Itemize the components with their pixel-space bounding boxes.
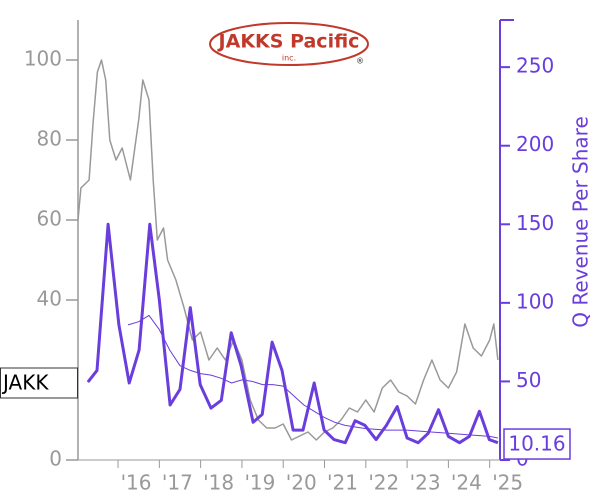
y2-tick-label: 150 xyxy=(516,211,554,235)
y-tick-label: 80 xyxy=(37,127,62,151)
y-tick-label: 100 xyxy=(24,47,62,71)
x-tick-label: '16 xyxy=(121,471,152,495)
current-value-label: 10.16 xyxy=(508,432,565,456)
y2-tick-label: 200 xyxy=(516,132,554,156)
x-tick-label: '20 xyxy=(286,471,317,495)
current-value-box: 10.16 xyxy=(503,428,571,460)
logo-suffix: inc. xyxy=(282,54,296,63)
x-tick-label: '25 xyxy=(492,471,523,495)
current-value-frame xyxy=(503,428,571,460)
x-tick-label: '18 xyxy=(203,471,234,495)
x-tick-label: '21 xyxy=(327,471,358,495)
y2-tick-label: 50 xyxy=(516,368,541,392)
x-tick-label: '19 xyxy=(244,471,275,495)
y-tick-label: 40 xyxy=(37,287,62,311)
x-tick-label: '22 xyxy=(368,471,399,495)
logo: JAKKS Pacific inc. ® xyxy=(209,22,369,66)
series-line xyxy=(86,222,499,445)
x-tick-label: '24 xyxy=(451,471,482,495)
ticker: JAKK xyxy=(1,371,49,395)
y-tick-label: 60 xyxy=(37,207,62,231)
logo-oval xyxy=(209,22,369,66)
logo-name: JAKKS Pacific xyxy=(217,31,360,53)
x-tick-label: '23 xyxy=(410,471,441,495)
ticker-frame xyxy=(0,367,78,399)
logo-mark: ® xyxy=(356,57,364,66)
x-tick-label: '17 xyxy=(162,471,193,495)
y2-tick-label: 250 xyxy=(516,54,554,78)
series-line xyxy=(77,59,499,441)
y2-axis-label: Q Revenue Per Share xyxy=(569,116,593,328)
ticker-box: JAKK xyxy=(0,367,78,399)
y2-tick-label: 100 xyxy=(516,289,554,313)
series-line xyxy=(127,314,498,439)
y-tick-label: 0 xyxy=(49,447,62,471)
